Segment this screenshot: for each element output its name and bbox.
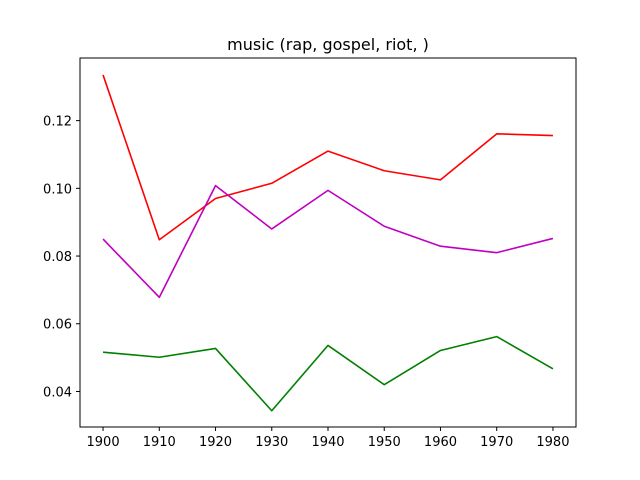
x-tick-label: 1900 bbox=[87, 435, 120, 450]
x-tick-label: 1960 bbox=[424, 435, 457, 450]
x-tick-label: 1940 bbox=[311, 435, 344, 450]
series-line-magenta bbox=[102, 184, 554, 299]
y-tick-label: 0.12 bbox=[43, 115, 72, 130]
y-tick-label: 0.10 bbox=[43, 182, 72, 197]
x-tick-label: 1930 bbox=[255, 435, 288, 450]
x-tick-label: 1910 bbox=[143, 435, 176, 450]
plot-frame bbox=[79, 57, 577, 428]
x-axis: 1900 1910 1920 1930 1940 1950 1960 1970 1980 bbox=[87, 427, 569, 450]
series-line-green bbox=[102, 335, 554, 412]
y-axis: 0.04 0.06 0.08 0.10 0.12 bbox=[43, 115, 80, 400]
chart-title: music (rap, gospel, riot, ) bbox=[227, 35, 429, 54]
x-tick-label: 1980 bbox=[536, 435, 569, 450]
y-tick-label: 0.06 bbox=[43, 318, 72, 333]
x-tick-label: 1920 bbox=[199, 435, 232, 450]
x-tick-label: 1950 bbox=[368, 435, 401, 450]
x-tick-label: 1970 bbox=[480, 435, 513, 450]
series-layer bbox=[102, 74, 554, 412]
y-tick-label: 0.04 bbox=[43, 385, 72, 400]
y-tick-label: 0.08 bbox=[43, 250, 72, 265]
series-line-red bbox=[102, 74, 553, 241]
